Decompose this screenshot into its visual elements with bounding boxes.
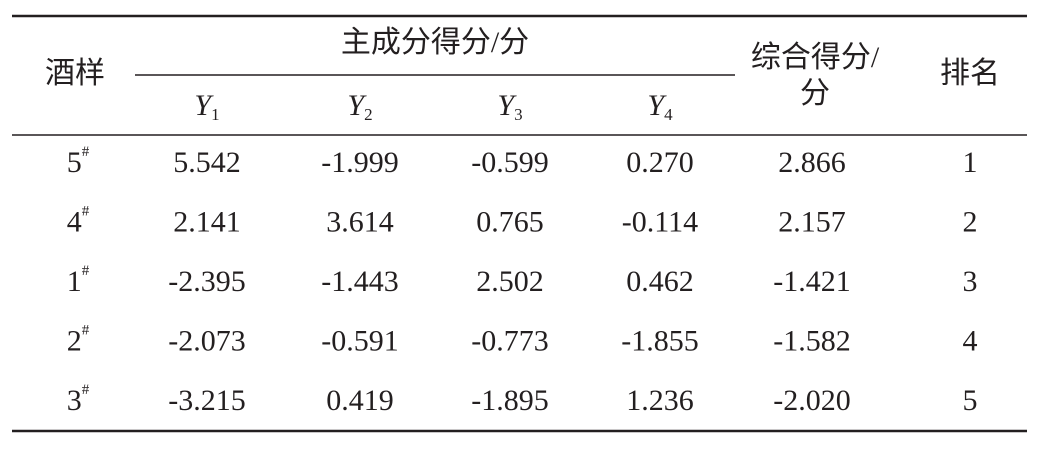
composite-cell: -1.582 <box>773 324 851 357</box>
score-cell: -0.599 <box>471 146 549 179</box>
component-symbol: Y <box>647 89 667 122</box>
rank-cell: 3 <box>963 265 978 298</box>
component-symbol: Y <box>347 89 367 122</box>
sample-superscript: # <box>82 382 90 398</box>
score-cell: 2.502 <box>476 265 544 298</box>
composite-cell: -2.020 <box>773 384 851 417</box>
score-cell: -1.895 <box>471 384 549 417</box>
score-cell: 0.270 <box>626 146 694 179</box>
header-sample: 酒样 <box>45 57 105 90</box>
header-group: 主成分得分/分 <box>341 26 529 59</box>
sample-label: 1# <box>67 263 90 297</box>
header-component: Y3 <box>497 89 522 124</box>
sample-number: 3 <box>67 384 82 417</box>
score-cell: -2.073 <box>168 324 246 357</box>
sample-superscript: # <box>82 144 90 160</box>
score-cell: 3.614 <box>326 205 394 238</box>
score-cell: 5.542 <box>173 146 241 179</box>
rank-cell: 5 <box>963 384 978 417</box>
header-composite: 分 <box>800 77 830 110</box>
score-cell: -0.591 <box>321 324 399 357</box>
score-cell: -2.395 <box>168 265 246 298</box>
sample-number: 5 <box>67 146 82 179</box>
composite-cell: 2.866 <box>778 146 846 179</box>
score-cell: 0.765 <box>476 205 544 238</box>
sample-superscript: # <box>82 263 90 279</box>
header-component: Y2 <box>347 89 372 124</box>
header-component: Y1 <box>194 89 219 124</box>
sample-number: 2 <box>67 324 82 357</box>
header-component: Y4 <box>647 89 673 124</box>
score-cell: 2.141 <box>173 205 241 238</box>
sample-number: 1 <box>67 265 82 298</box>
component-subscript: 2 <box>364 105 373 124</box>
score-cell: 0.462 <box>626 265 694 298</box>
sample-label: 2# <box>67 323 90 357</box>
sample-label: 4# <box>67 204 90 238</box>
rank-cell: 4 <box>963 324 978 357</box>
score-cell: -1.443 <box>321 265 399 298</box>
component-subscript: 4 <box>664 105 673 124</box>
component-subscript: 3 <box>514 105 523 124</box>
sample-superscript: # <box>82 204 90 220</box>
header-rank: 排名 <box>940 57 1000 90</box>
sample-label: 5# <box>67 144 90 178</box>
component-symbol: Y <box>194 89 214 122</box>
score-cell: 0.419 <box>326 384 394 417</box>
score-cell: -0.773 <box>471 324 549 357</box>
composite-cell: -1.421 <box>773 265 851 298</box>
score-cell: -3.215 <box>168 384 246 417</box>
score-cell: -1.999 <box>321 146 399 179</box>
composite-cell: 2.157 <box>778 205 846 238</box>
component-subscript: 1 <box>211 105 220 124</box>
score-cell: -1.855 <box>621 324 699 357</box>
score-cell: -0.114 <box>622 205 698 238</box>
header-composite: 综合得分/ <box>751 41 880 74</box>
score-cell: 1.236 <box>626 384 694 417</box>
rank-cell: 2 <box>963 205 978 238</box>
sample-number: 4 <box>67 205 82 238</box>
sample-superscript: # <box>82 323 90 339</box>
sample-label: 3# <box>67 382 90 416</box>
rank-cell: 1 <box>963 146 978 179</box>
component-symbol: Y <box>497 89 517 122</box>
